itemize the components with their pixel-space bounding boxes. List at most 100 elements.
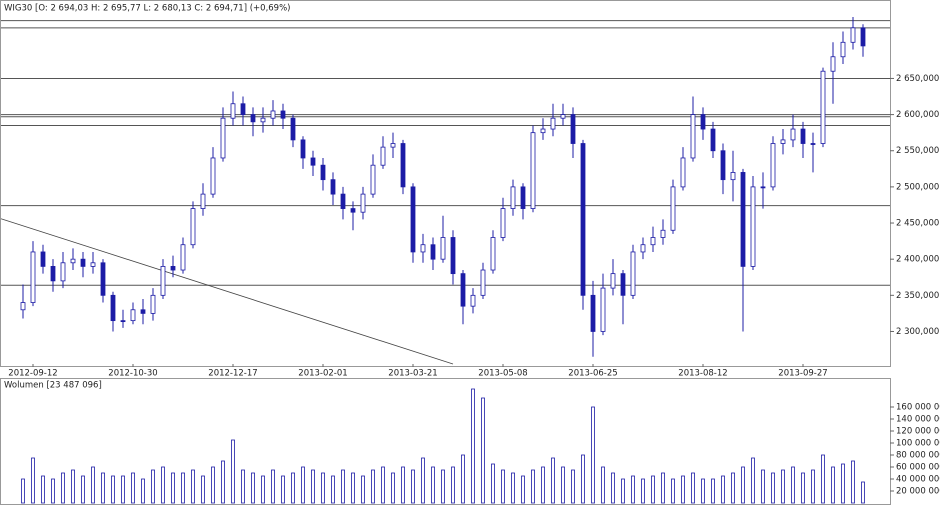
candle-body (670, 186, 676, 231)
volume-bar (611, 472, 615, 504)
y-tick-label: 2 350,000 (896, 291, 939, 301)
candle-body (180, 244, 186, 271)
volume-bar (631, 475, 635, 504)
volume-bar (201, 475, 205, 504)
volume-bar (781, 469, 785, 504)
candle-body (300, 139, 306, 159)
candle-body (710, 128, 716, 152)
volume-bar (421, 457, 425, 504)
candle-body (40, 251, 46, 267)
volume-bar (691, 472, 695, 504)
x-tick-label: 2013-06-25 (568, 369, 617, 379)
candle-body (820, 70, 826, 144)
volume-bar (461, 454, 465, 504)
x-tick-label: 2012-12-17 (208, 369, 257, 379)
volume-bar (21, 478, 25, 504)
candle-body (460, 273, 466, 307)
volume-bar (701, 478, 705, 504)
volume-bar (131, 472, 135, 504)
volume-bar (711, 478, 715, 504)
volume-bar (261, 475, 265, 504)
volume-bar (431, 466, 435, 504)
volume-bar (811, 469, 815, 504)
y-tick-label: 100 000 000 (896, 439, 940, 449)
candle-body (860, 27, 866, 47)
volume-bar (401, 466, 405, 504)
candle-body (240, 103, 246, 115)
candle-body (750, 186, 756, 267)
volume-bar (251, 472, 255, 504)
candle-body (520, 186, 526, 209)
candle-body (560, 114, 566, 119)
volume-bar (241, 469, 245, 504)
candle-body (30, 251, 36, 303)
volume-bar (821, 454, 825, 504)
candle-body (830, 56, 836, 72)
candle-body (730, 172, 736, 181)
candle-body (790, 128, 796, 141)
candle-body (430, 244, 436, 260)
candle-body (780, 139, 786, 144)
candle-body (690, 114, 696, 159)
volume-bar (531, 469, 535, 504)
candle-body (510, 186, 516, 209)
y-tick-label: 160 000 000 (896, 403, 940, 413)
x-tick-label: 2013-09-27 (778, 369, 827, 379)
candle-body (600, 287, 606, 332)
volume-bar (411, 469, 415, 504)
volume-bar (231, 439, 235, 504)
volume-bar (111, 475, 115, 504)
volume-bar (371, 469, 375, 504)
candle-body (490, 237, 496, 271)
candle-body (400, 143, 406, 188)
candle-body (60, 262, 66, 282)
volume-bar (101, 472, 105, 504)
volume-bar (481, 397, 485, 504)
candle-body (150, 294, 156, 314)
volume-bar (301, 466, 305, 504)
candle-body (280, 110, 286, 119)
candle-body (590, 294, 596, 332)
candle-body (110, 294, 116, 322)
x-tick-label: 2013-08-12 (678, 369, 727, 379)
volume-bar (841, 463, 845, 504)
volume-bar (121, 475, 125, 504)
volume-bar (331, 475, 335, 504)
volume-bar (501, 469, 505, 504)
candle-body (290, 117, 296, 141)
volume-panel (0, 378, 891, 505)
volume-bar (161, 466, 165, 504)
candle-body (160, 266, 166, 296)
y-tick-label: 20 000 000 (896, 487, 940, 497)
candle-body (320, 164, 326, 181)
y-tick-label: 80 000 000 (896, 451, 940, 461)
volume-bar (291, 472, 295, 504)
volume-bar (171, 472, 175, 504)
volume-bar (91, 466, 95, 504)
candle-body (20, 302, 26, 311)
volume-bar (791, 466, 795, 504)
trend-line (0, 218, 454, 365)
candle-body (630, 251, 636, 296)
volume-bar (751, 457, 755, 504)
volume-bar (561, 466, 565, 504)
y-tick-label: 2 550,000 (896, 146, 939, 156)
candle-body (270, 110, 276, 119)
volume-bar (441, 469, 445, 504)
volume-bar (721, 475, 725, 504)
candle-body (350, 208, 356, 213)
candle-body (340, 193, 346, 209)
volume-bar (671, 478, 675, 504)
volume-bar (831, 466, 835, 504)
volume-bar (391, 472, 395, 504)
volume-bar (601, 466, 605, 504)
candle-body (200, 193, 206, 209)
candle-body (540, 128, 546, 134)
candle-body (330, 179, 336, 195)
volume-bar (511, 472, 515, 504)
volume-bar (621, 478, 625, 504)
volume-bar (651, 475, 655, 504)
y-tick-label: 2 300,000 (896, 327, 939, 337)
candle-body (70, 258, 76, 264)
y-tick-label: 2 450,000 (896, 219, 939, 229)
